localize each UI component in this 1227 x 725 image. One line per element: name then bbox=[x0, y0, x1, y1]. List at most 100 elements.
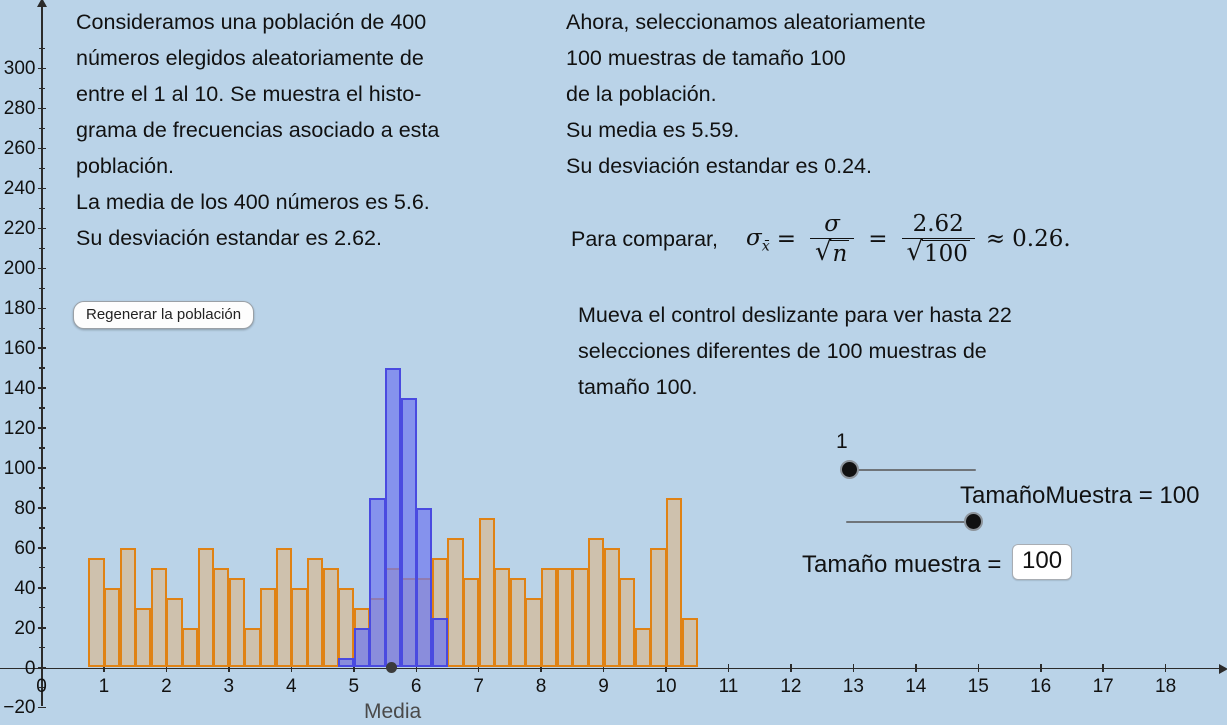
x-tick-label: 13 bbox=[842, 675, 864, 697]
population-bar bbox=[463, 577, 480, 668]
left-line-3: entre el 1 al 10. Se muestra el histo- bbox=[76, 82, 422, 106]
selection-slider-value: 1 bbox=[836, 430, 848, 453]
y-tick-label: 120 bbox=[3, 417, 36, 439]
population-bar bbox=[572, 567, 589, 668]
x-tick-label: 15 bbox=[967, 675, 989, 697]
sample-size-slider-track[interactable] bbox=[846, 521, 975, 523]
y-minor-tick bbox=[38, 207, 45, 209]
population-bar bbox=[650, 547, 667, 668]
y-tick-label: 20 bbox=[14, 617, 36, 639]
slider-instruction-line-2: selecciones diferentes de 100 muestras d… bbox=[578, 339, 987, 363]
sigma-symbol: σ bbox=[745, 224, 762, 251]
population-bar bbox=[525, 597, 542, 668]
x-tick-label: 7 bbox=[473, 675, 484, 697]
population-bar bbox=[103, 587, 121, 668]
y-minor-tick bbox=[38, 607, 45, 609]
standard-error-formula: Para comparar, σx̄ = σ √ n = 2.62 √ 100 ≈ … bbox=[571, 212, 1071, 267]
sample-size-slider-handle[interactable] bbox=[964, 512, 983, 531]
sqrt-100: √ 100 bbox=[906, 236, 970, 267]
x-tick-label: 2 bbox=[161, 675, 172, 697]
radical-glyph-1: √ bbox=[815, 236, 832, 267]
sample-size-input[interactable]: 100 bbox=[1012, 544, 1073, 580]
x-tick bbox=[977, 663, 980, 672]
selection-slider-track[interactable] bbox=[849, 469, 976, 471]
sample-size-slider-caption: TamañoMuestra = 100 bbox=[960, 482, 1200, 509]
population-bar bbox=[88, 557, 105, 668]
y-axis bbox=[41, 6, 43, 706]
x-tick-label: 0 bbox=[36, 675, 47, 697]
y-minor-tick bbox=[38, 447, 45, 449]
x-tick-label: 3 bbox=[223, 675, 235, 697]
y-minor-tick bbox=[38, 407, 45, 409]
left-line-4: grama de frecuencias asociado a esta bbox=[76, 118, 440, 142]
approx-symbol: ≈ bbox=[985, 226, 1006, 253]
y-tick bbox=[37, 706, 46, 709]
x-tick bbox=[1102, 663, 1104, 672]
population-bar bbox=[447, 537, 464, 668]
x-axis bbox=[0, 667, 1222, 670]
y-minor-tick bbox=[38, 47, 45, 50]
y-tick bbox=[37, 67, 46, 70]
radicand-100: 100 bbox=[921, 239, 970, 267]
sigma-xbar: σx̄ bbox=[746, 225, 770, 255]
x-tick-label: 6 bbox=[410, 675, 422, 697]
y-tick bbox=[37, 267, 46, 270]
sample-size-input-label: Tamaño muestra = bbox=[802, 551, 1002, 578]
x-tick bbox=[852, 663, 855, 672]
y-tick-label: 180 bbox=[3, 298, 36, 320]
population-bar bbox=[634, 627, 651, 668]
x-tick-label: 17 bbox=[1092, 675, 1114, 697]
population-bar bbox=[338, 587, 355, 668]
left-line-7: Su desviación estandar es 2.62. bbox=[76, 226, 382, 250]
y-minor-tick bbox=[38, 567, 45, 569]
radicand-n: n bbox=[830, 239, 850, 267]
mean-point-marker[interactable] bbox=[385, 662, 397, 673]
population-bar bbox=[509, 577, 527, 668]
x-tick-label: 10 bbox=[655, 675, 677, 697]
fraction-sigma-over-sqrt-n: σ √ n bbox=[810, 212, 855, 267]
y-minor-tick bbox=[38, 327, 45, 329]
x-tick bbox=[540, 663, 542, 672]
x-tick-label: 16 bbox=[1030, 675, 1052, 697]
selection-slider-handle[interactable] bbox=[840, 460, 859, 479]
population-bar bbox=[213, 567, 230, 668]
population-bar bbox=[275, 547, 292, 668]
population-bar bbox=[322, 567, 339, 668]
y-tick bbox=[37, 587, 46, 589]
x-axis-arrow-icon bbox=[1219, 663, 1227, 674]
x-tick bbox=[602, 663, 605, 672]
y-tick-label: −20 bbox=[3, 697, 36, 719]
sample-mean-bar bbox=[416, 507, 433, 668]
sample-mean-bar bbox=[353, 627, 370, 668]
y-tick bbox=[37, 227, 46, 230]
sample-mean-bar bbox=[369, 497, 386, 668]
y-minor-tick bbox=[38, 487, 45, 489]
y-tick-label: 300 bbox=[3, 58, 36, 80]
sample-mean-bar bbox=[338, 657, 355, 668]
x-tick bbox=[727, 663, 730, 672]
x-tick bbox=[665, 663, 667, 672]
x-tick bbox=[415, 663, 417, 672]
y-tick-label: 100 bbox=[3, 457, 36, 479]
left-line-2: números elegidos aleatoriamente de bbox=[76, 46, 424, 70]
right-description: Ahora, seleccionamos aleatoriamente 100 … bbox=[566, 4, 926, 184]
y-tick-label: 140 bbox=[3, 377, 36, 399]
sample-mean-bar bbox=[431, 617, 449, 668]
population-bar bbox=[666, 497, 683, 668]
x-axis-title: Media bbox=[364, 700, 422, 723]
radical-glyph-2: √ bbox=[906, 236, 923, 267]
left-line-5: población. bbox=[76, 154, 175, 178]
y-tick bbox=[37, 547, 46, 549]
population-bar bbox=[244, 627, 261, 668]
x-tick-label: 9 bbox=[598, 675, 609, 697]
x-tick bbox=[790, 663, 792, 672]
y-tick bbox=[37, 427, 46, 429]
x-tick bbox=[290, 663, 293, 672]
y-tick bbox=[37, 467, 46, 469]
formula-lead: Para comparar, bbox=[571, 226, 718, 251]
x-tick-label: 11 bbox=[718, 675, 739, 697]
regenerate-population-button[interactable]: Regenerar la población bbox=[73, 301, 255, 329]
fraction-2-denominator: √ 100 bbox=[901, 236, 975, 267]
population-bar bbox=[587, 537, 605, 668]
